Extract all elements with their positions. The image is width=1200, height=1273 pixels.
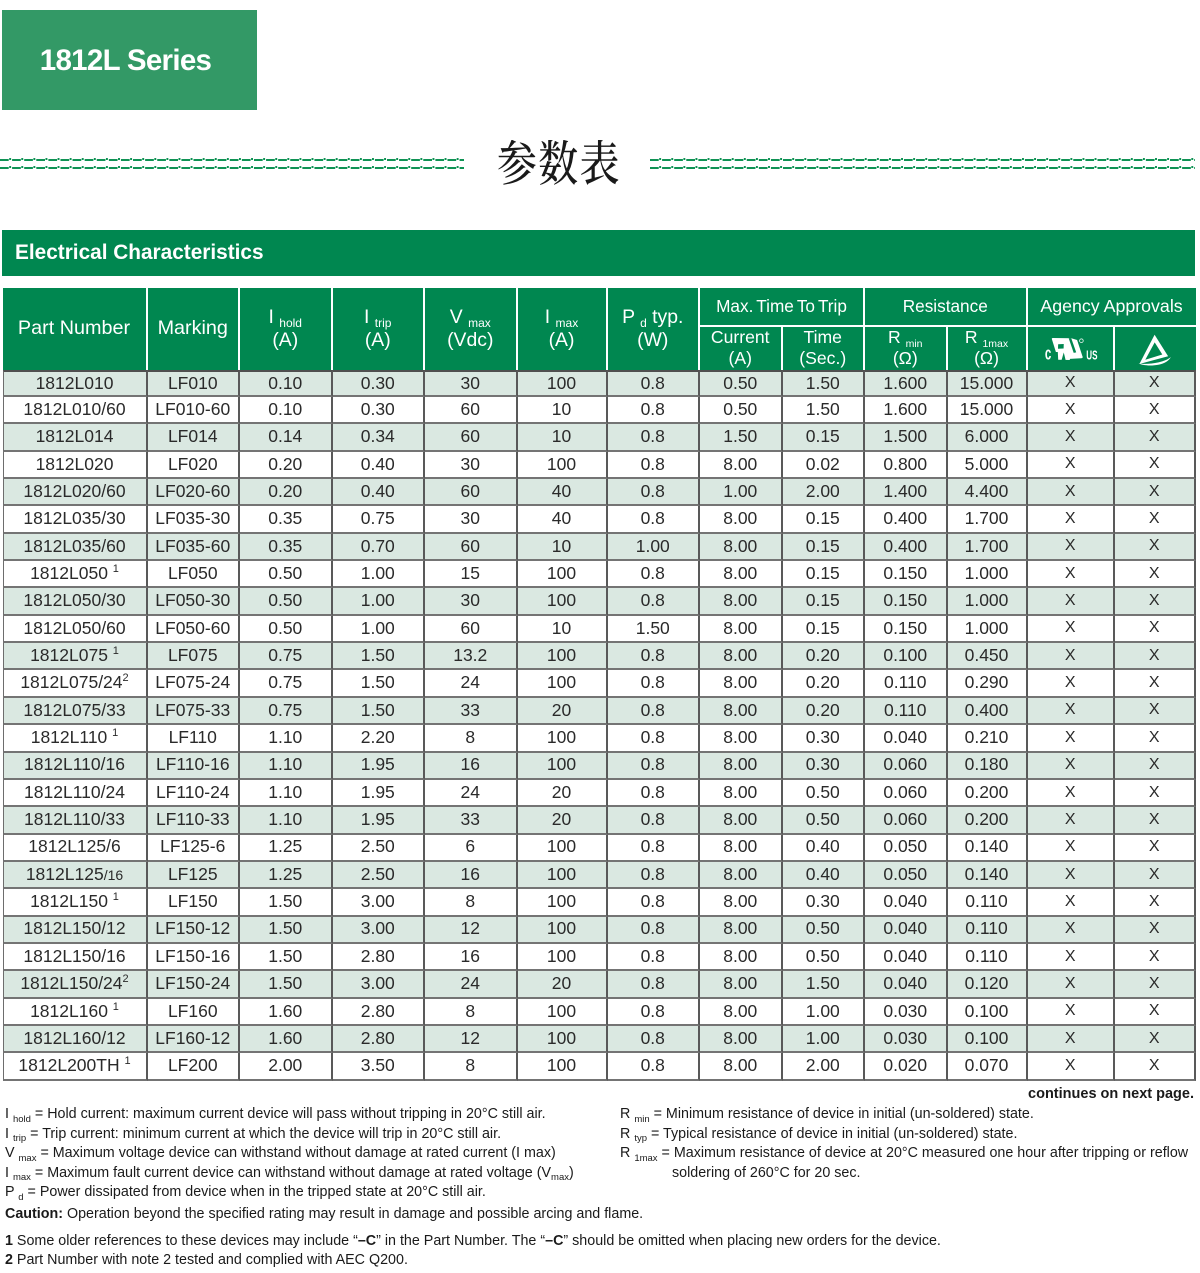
svg-text:US: US (1086, 348, 1097, 363)
svg-text:c: c (1045, 343, 1051, 363)
